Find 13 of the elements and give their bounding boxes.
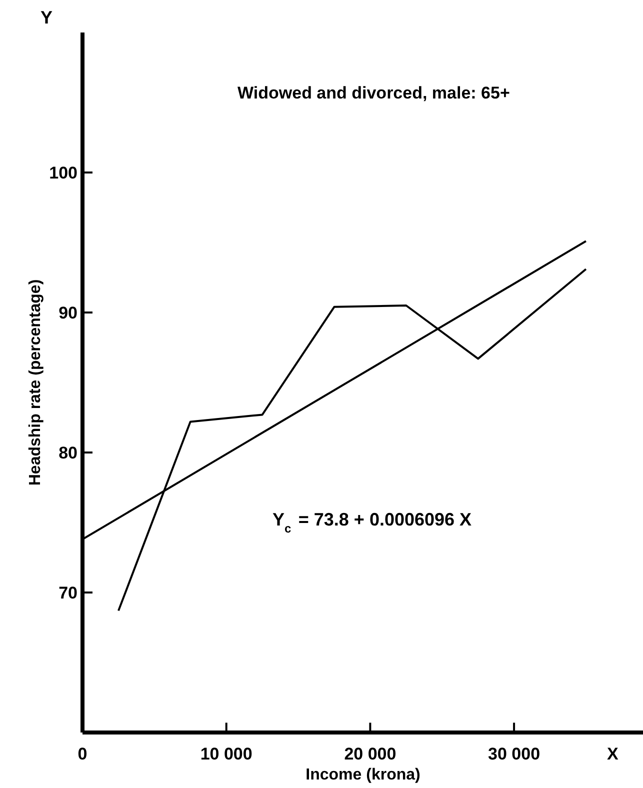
x-tick-label: 0 bbox=[78, 744, 88, 764]
text: Widowed and divorced, male: 65+ bbox=[238, 84, 510, 102]
y-tick-label: 80 bbox=[58, 444, 78, 462]
x-axis-title: Income (krona) bbox=[306, 766, 420, 784]
x-tick-label: 20 000 bbox=[344, 744, 396, 764]
x-tick-label: 10 000 bbox=[200, 744, 252, 764]
y-tick-label: 70 bbox=[58, 584, 78, 602]
text: X bbox=[606, 744, 619, 764]
x-tick-label: 30 000 bbox=[488, 744, 540, 764]
text: Y bbox=[40, 8, 53, 28]
y-tick-label: 90 bbox=[58, 304, 78, 322]
y-tick-label: 100 bbox=[49, 164, 78, 182]
y-axis-title: Headship rate (percentage) bbox=[27, 279, 44, 486]
